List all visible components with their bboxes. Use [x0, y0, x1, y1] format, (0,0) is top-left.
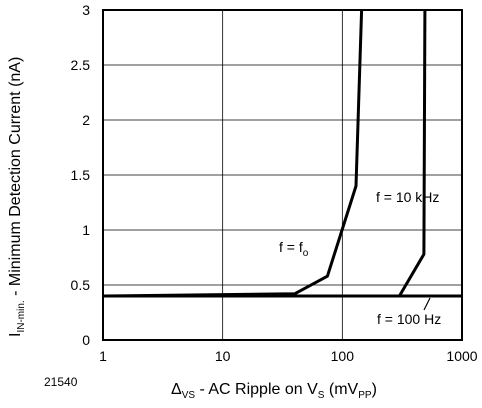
- x-tick-labels: 1 10 100 1000: [99, 348, 478, 364]
- series-lines: [102, 9, 462, 298]
- y-tick-label: 1.5: [71, 167, 91, 183]
- plot-frame: [102, 9, 463, 341]
- x-tick-label: 100: [331, 348, 355, 364]
- y-tick-labels: 0 0.5 1 1.5 2 2.5 3: [71, 2, 91, 348]
- figure-id: 21540: [44, 375, 78, 389]
- label-f-10khz: f = 10 kHz: [376, 189, 439, 205]
- x-axis-label: ΔVS - AC Ripple on VS (mVPP): [171, 381, 377, 401]
- x-tick-label: 1000: [446, 348, 477, 364]
- x-tick-label: 10: [215, 348, 231, 364]
- x-tick-label: 1: [99, 348, 107, 364]
- leader-line-100hz: [423, 297, 431, 311]
- label-f-fo: f = fo: [279, 239, 309, 259]
- y-tick-label: 2: [82, 112, 90, 128]
- label-f-100hz: f = 100 Hz: [377, 311, 441, 327]
- series-line-fo: [102, 9, 364, 298]
- y-tick-label: 2.5: [71, 57, 91, 73]
- y-tick-label: 0.5: [71, 277, 91, 293]
- y-tick-label: 0: [82, 332, 90, 348]
- series-line-10khz: [103, 9, 427, 298]
- y-tick-label: 3: [82, 2, 90, 18]
- grid: [103, 10, 462, 340]
- y-axis-label: IIN-min. - Minimum Detection Current (nA…: [7, 57, 27, 337]
- y-tick-label: 1: [82, 222, 90, 238]
